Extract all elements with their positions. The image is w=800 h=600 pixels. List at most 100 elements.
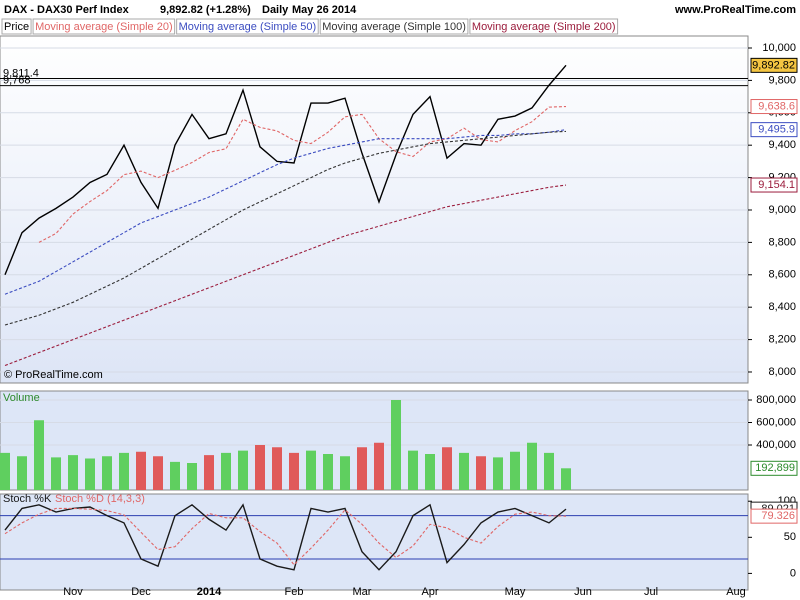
level-label: 9,768 bbox=[3, 74, 31, 86]
volume-bar bbox=[306, 450, 316, 490]
value-label: 9,154.1 bbox=[758, 179, 795, 191]
date: May 26 2014 bbox=[292, 4, 357, 16]
x-tick-label: Aug bbox=[726, 586, 746, 598]
volume-bar bbox=[34, 420, 44, 490]
value-box bbox=[750, 99, 798, 115]
volume-bar bbox=[357, 447, 367, 490]
y-tick-label: 9,400 bbox=[768, 139, 796, 151]
volume-bar bbox=[510, 451, 520, 490]
value-box bbox=[750, 460, 798, 476]
series-line bbox=[4, 64, 567, 276]
volume-bar bbox=[425, 454, 435, 490]
volume-bar bbox=[0, 452, 10, 490]
value-box bbox=[750, 57, 798, 73]
volume-bar bbox=[102, 456, 112, 490]
series-line bbox=[4, 129, 567, 295]
volume-bar bbox=[119, 452, 129, 490]
volume-bar bbox=[170, 461, 180, 490]
value-label: 9,638.6 bbox=[758, 100, 795, 112]
y-tick-label: 9,000 bbox=[768, 204, 796, 216]
volume-bar bbox=[442, 447, 452, 490]
value-box bbox=[750, 508, 798, 524]
volume-bar bbox=[204, 455, 214, 490]
x-tick-label: Dec bbox=[131, 586, 151, 598]
quote: 9,892.82 (+1.28%) bbox=[160, 4, 251, 16]
y-tick-label: 50 bbox=[784, 531, 796, 543]
legend-box bbox=[176, 18, 319, 35]
instrument: DAX - DAX30 Perf Index bbox=[4, 4, 130, 16]
legend-entry: Stoch %K bbox=[3, 493, 52, 505]
volume-bar bbox=[238, 450, 248, 490]
legend-box bbox=[319, 18, 469, 35]
volume-bar bbox=[544, 452, 554, 490]
series-line bbox=[38, 105, 567, 243]
level-label: 9,811.4 bbox=[3, 67, 39, 79]
x-tick-label: May bbox=[505, 586, 526, 598]
value-label: 79.326 bbox=[761, 510, 795, 522]
legend-entry: Moving average (Simple 100) bbox=[322, 21, 466, 33]
volume-bar bbox=[408, 450, 418, 490]
volume-bar bbox=[323, 454, 333, 490]
volume-bar bbox=[17, 456, 27, 490]
legend-box bbox=[32, 18, 176, 35]
volume-bar bbox=[68, 455, 78, 490]
legend-entry: Price bbox=[4, 21, 29, 33]
volume-bar bbox=[51, 457, 61, 490]
y-tick-label: 9,800 bbox=[768, 74, 796, 86]
legend-entry: Stoch %D (14,3,3) bbox=[55, 493, 145, 505]
volume-bar bbox=[255, 445, 265, 490]
legend-entry: Volume bbox=[3, 392, 40, 404]
volume-bar bbox=[187, 463, 197, 490]
site: www.ProRealTime.com bbox=[674, 4, 796, 16]
x-tick-label: Apr bbox=[421, 586, 438, 598]
volume-bar bbox=[136, 451, 146, 490]
series-line bbox=[4, 503, 567, 571]
x-tick-label: 2014 bbox=[197, 586, 222, 598]
x-tick-label: Nov bbox=[63, 586, 83, 598]
volume-bar bbox=[459, 452, 469, 490]
y-tick-label: 8,200 bbox=[768, 333, 796, 345]
series-line bbox=[4, 507, 567, 566]
value-label: 9,892.82 bbox=[752, 59, 795, 71]
volume-bar bbox=[289, 452, 299, 490]
volume-bar bbox=[153, 456, 163, 490]
x-tick-label: Jul bbox=[644, 586, 658, 598]
y-tick-label: 8,800 bbox=[768, 236, 796, 248]
volume-bar bbox=[493, 457, 503, 490]
x-tick-label: Feb bbox=[285, 586, 304, 598]
y-tick-label: 8,600 bbox=[768, 269, 796, 281]
annotation: © ProRealTime.com bbox=[4, 369, 103, 381]
value-label: 192,899 bbox=[755, 462, 795, 474]
legend-entry: Moving average (Simple 200) bbox=[472, 21, 616, 33]
volume-bar bbox=[221, 452, 231, 490]
series-line bbox=[4, 184, 567, 367]
value-box bbox=[750, 122, 798, 138]
volume-bar bbox=[272, 447, 282, 490]
volume-bar bbox=[391, 400, 401, 490]
y-tick-label: 800,000 bbox=[756, 394, 796, 406]
y-tick-label: 8,000 bbox=[768, 366, 796, 378]
y-tick-label: 8,400 bbox=[768, 301, 796, 313]
volume-bar bbox=[374, 442, 384, 490]
series-line bbox=[4, 130, 567, 326]
volume-bar bbox=[340, 456, 350, 490]
value-label: 9,495.9 bbox=[758, 124, 795, 136]
y-tick-label: 400,000 bbox=[756, 439, 796, 451]
volume-bar bbox=[561, 468, 571, 490]
legend-box bbox=[1, 18, 32, 35]
y-tick-label: 10,000 bbox=[762, 42, 796, 54]
x-tick-label: Mar bbox=[353, 586, 372, 598]
period: Daily bbox=[262, 4, 289, 16]
legend-entry: Moving average (Simple 50) bbox=[179, 21, 317, 33]
y-tick-label: 0 bbox=[790, 567, 796, 579]
panel bbox=[0, 493, 749, 591]
volume-bar bbox=[476, 456, 486, 490]
legend-box bbox=[469, 18, 619, 35]
x-tick-label: Jun bbox=[574, 586, 592, 598]
value-box bbox=[750, 177, 798, 193]
volume-bar bbox=[85, 458, 95, 490]
y-tick-label: 600,000 bbox=[756, 416, 796, 428]
volume-bar bbox=[527, 442, 537, 490]
